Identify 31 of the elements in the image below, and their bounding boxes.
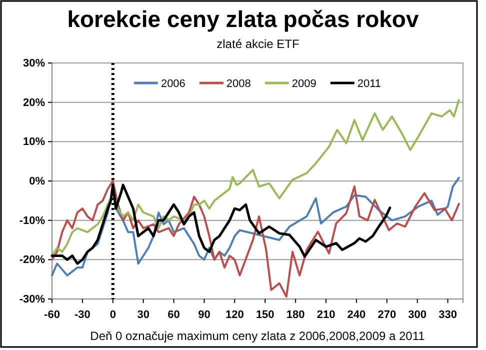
chart-title: korekcie ceny zlata počas rokov	[67, 6, 419, 32]
x-tick-label: 300	[408, 309, 427, 322]
x-tick-label: 30	[137, 309, 150, 322]
x-tick-label: 240	[347, 309, 366, 322]
legend-label: 2011	[357, 78, 382, 90]
line-series	[51, 180, 460, 298]
x-tick-label: -30	[74, 309, 90, 322]
x-tick-label: 90	[198, 309, 210, 322]
y-tick-label: -10%	[19, 214, 46, 227]
x-tick-label: 270	[378, 309, 396, 322]
x-tick-label: -60	[44, 309, 60, 322]
line-series	[51, 98, 460, 257]
y-tick-label: 30%	[22, 58, 46, 70]
legend-label: 2008	[226, 78, 251, 90]
y-tick-label: -20%	[19, 254, 46, 266]
x-tick-label: 180	[286, 309, 305, 322]
legend-label: 2009	[292, 78, 316, 90]
x-tick-label: 330	[438, 309, 457, 322]
line-series	[51, 176, 460, 276]
chart-subtitle: zlaté akcie ETF	[216, 37, 300, 51]
y-tick-label: -30%	[19, 294, 46, 306]
x-axis-title: Deň 0 označuje maximum ceny zlata z 2006,2008,2009 a 2011	[90, 329, 426, 343]
x-tick-label: 210	[316, 309, 336, 322]
legend-label: 2006	[160, 78, 186, 90]
x-tick-label: 60	[168, 309, 180, 322]
y-tick-label: 0%	[29, 176, 46, 188]
y-tick-label: 20%	[22, 96, 46, 109]
x-tick-label: 120	[225, 309, 244, 322]
y-tick-label: 10%	[22, 136, 46, 148]
x-tick-label: 150	[256, 309, 274, 322]
x-tick-label: 0	[110, 309, 116, 322]
